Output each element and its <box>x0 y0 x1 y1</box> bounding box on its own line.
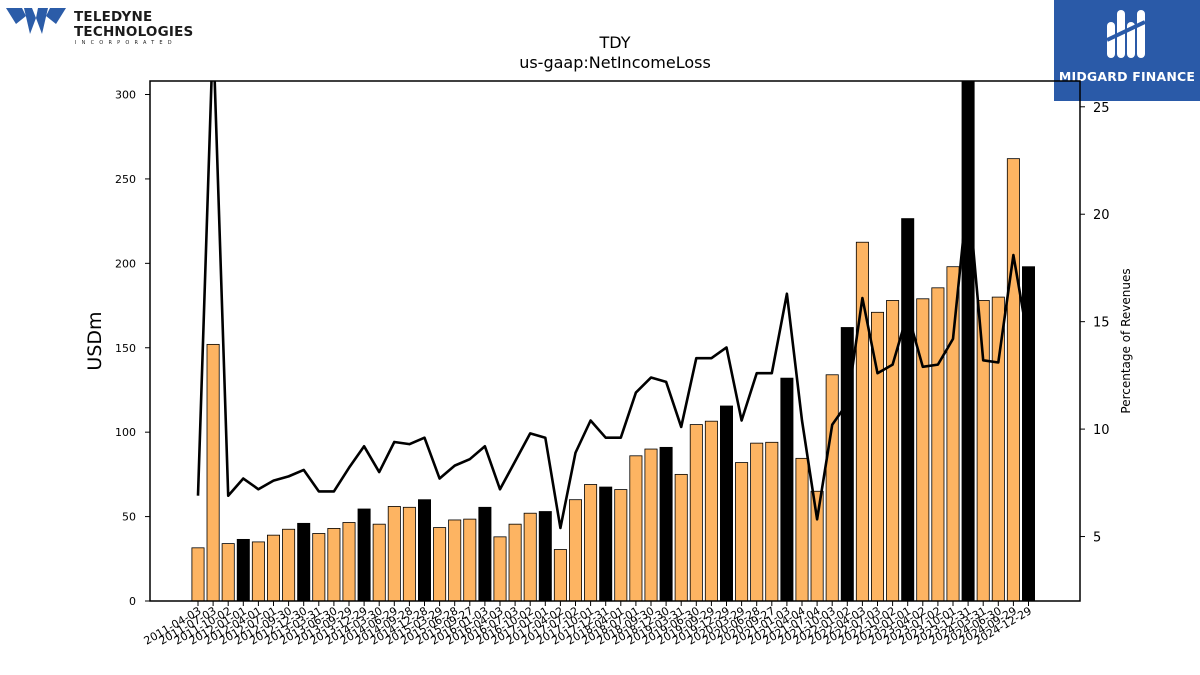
bar-2011-04-03 <box>191 547 205 601</box>
plot-frame <box>149 80 1081 602</box>
bar-2011-07-03 <box>206 343 220 601</box>
bar-2019-12-29 <box>720 405 734 601</box>
y2-axis-label: Percentage of Revenues <box>1119 268 1133 413</box>
bar-2012-04-01 <box>251 541 265 601</box>
y-tick-label: 0 <box>129 595 136 608</box>
bar-2012-07-01 <box>266 534 280 601</box>
bar-2014-03-30 <box>372 523 386 601</box>
teledyne-logo-icon <box>6 8 66 34</box>
bar-2014-06-29 <box>387 506 401 601</box>
y-tick-label: 200 <box>115 257 136 270</box>
bar-2019-03-31 <box>674 473 688 601</box>
teledyne-name-line2: TECHNOLOGIES <box>74 24 194 40</box>
bar-2012-12-30 <box>297 522 311 601</box>
bar-2020-03-29 <box>735 462 749 601</box>
bar-2022-04-03 <box>855 241 869 601</box>
bar-2017-01-01 <box>538 511 552 601</box>
bar-2023-10-01 <box>946 266 960 601</box>
axes: 0501001502002503005101520252011-04-03201… <box>115 80 1110 648</box>
teledyne-name-line3: INCORPORATED <box>75 40 177 46</box>
bar-2021-10-03 <box>825 374 839 601</box>
y2-tick-label: 10 <box>1093 423 1110 438</box>
bar-series <box>191 81 1036 601</box>
bar-2023-04-02 <box>916 298 930 601</box>
bar-2024-06-30 <box>991 296 1005 601</box>
bar-2024-09-29 <box>1006 158 1020 601</box>
midgard-mark-icon <box>1106 10 1146 58</box>
bar-2018-07-01 <box>629 455 643 601</box>
bar-2023-07-02 <box>931 287 945 601</box>
bar-2013-12-29 <box>357 508 371 601</box>
bar-2019-06-30 <box>689 424 703 601</box>
bar-2024-03-31 <box>976 300 990 601</box>
bar-2020-06-28 <box>750 442 764 601</box>
bar-2015-06-28 <box>448 519 462 601</box>
y-tick-label: 100 <box>115 426 136 439</box>
chart-title: TDY <box>599 33 631 52</box>
y-axis-label: USDm <box>84 311 106 370</box>
bar-2023-12-31 <box>961 81 975 601</box>
percentage-line <box>196 81 1030 530</box>
bar-2014-09-28 <box>402 506 416 601</box>
bar-2022-07-03 <box>871 311 885 601</box>
bar-2016-10-02 <box>523 512 537 601</box>
bar-2015-03-29 <box>433 527 447 601</box>
bar-2018-04-01 <box>614 489 628 601</box>
bar-2016-01-03 <box>478 506 492 601</box>
y2-tick-label: 25 <box>1093 101 1110 116</box>
teledyne-name-line1: TELEDYNE <box>74 9 153 25</box>
bar-2018-09-30 <box>644 448 658 601</box>
y-tick-label: 250 <box>115 173 136 186</box>
midgard-finance-logo: MIDGARD FINANCE <box>1054 0 1200 101</box>
bar-2017-07-02 <box>569 499 583 601</box>
bar-2017-04-02 <box>553 549 567 601</box>
bar-2019-09-29 <box>704 420 718 601</box>
bar-2017-12-31 <box>599 486 613 601</box>
bar-2012-01-01 <box>236 538 250 601</box>
bar-2021-01-03 <box>780 377 794 601</box>
teledyne-logo: TELEDYNE TECHNOLOGIES INCORPORATED <box>6 6 193 46</box>
y2-tick-label: 15 <box>1093 316 1110 331</box>
bar-2022-10-02 <box>886 300 900 601</box>
bar-2024-12-29 <box>1022 266 1036 601</box>
y2-tick-label: 5 <box>1093 531 1101 546</box>
bar-2015-09-27 <box>463 518 477 601</box>
y-tick-label: 300 <box>115 89 136 102</box>
bar-2014-12-28 <box>417 499 431 601</box>
y-tick-label: 150 <box>115 342 136 355</box>
bar-2013-09-29 <box>342 522 356 601</box>
bar-2022-01-02 <box>840 327 854 601</box>
chart-subtitle: us-gaap:NetIncomeLoss <box>519 53 711 72</box>
bar-2013-03-31 <box>312 533 326 601</box>
bar-2021-04-04 <box>795 457 809 601</box>
y-tick-label: 50 <box>122 511 136 524</box>
bar-2012-09-30 <box>282 528 296 601</box>
bar-2021-07-04 <box>810 490 824 601</box>
bar-2011-10-02 <box>221 543 235 601</box>
bar-2020-09-27 <box>765 441 779 601</box>
percentage-line-series <box>196 81 1030 530</box>
bar-2016-07-03 <box>508 523 522 601</box>
bar-2013-06-30 <box>327 528 341 601</box>
bar-2017-10-01 <box>584 484 598 601</box>
midgard-finance-name: MIDGARD FINANCE <box>1058 69 1196 84</box>
bar-2016-04-03 <box>493 536 507 601</box>
y2-tick-label: 20 <box>1093 208 1110 223</box>
bar-2018-12-30 <box>659 446 673 601</box>
bar-2023-01-01 <box>901 218 915 601</box>
